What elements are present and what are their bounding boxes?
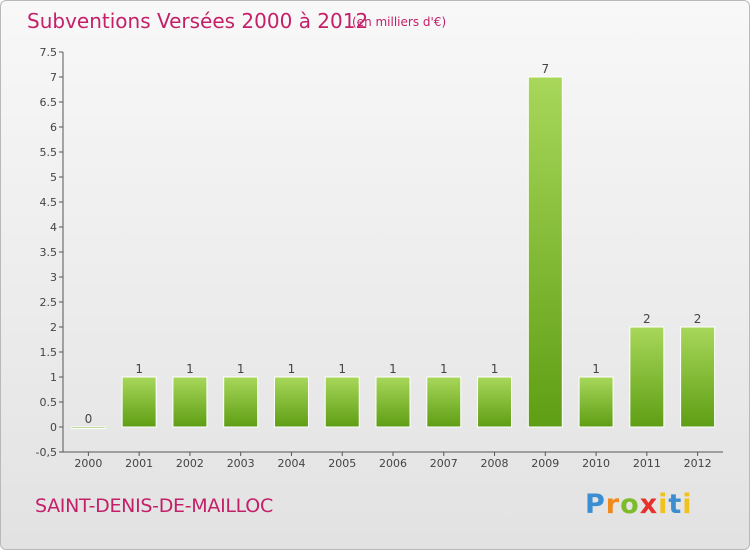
y-tick-label: 1 [50, 371, 57, 384]
y-tick-label: 5 [50, 171, 57, 184]
x-tick-label: 2006 [379, 457, 407, 470]
bar [121, 376, 157, 428]
y-tick-label: 5.5 [40, 146, 58, 159]
bar-value-label: 1 [491, 362, 499, 376]
bar-value-label: 1 [592, 362, 600, 376]
x-tick-label: 2000 [74, 457, 102, 470]
y-tick-label: 3.5 [40, 246, 58, 259]
bar-value-label: 1 [237, 362, 245, 376]
bar [375, 376, 411, 428]
bar-value-label: 2 [694, 312, 702, 326]
y-tick-label: 2 [50, 321, 57, 334]
y-tick-label: 7 [50, 71, 57, 84]
x-tick-label: 2012 [684, 457, 712, 470]
x-tick-label: 2001 [125, 457, 153, 470]
y-tick-label: 6 [50, 121, 57, 134]
y-tick-label: 0.5 [40, 396, 58, 409]
bar [629, 326, 665, 428]
x-tick-label: 2004 [277, 457, 305, 470]
bar-value-label: 1 [338, 362, 346, 376]
bar-value-label: 1 [389, 362, 397, 376]
bar [223, 376, 259, 428]
x-tick-label: 2002 [176, 457, 204, 470]
bar [578, 376, 614, 428]
y-tick-label: 3 [50, 271, 57, 284]
x-tick-label: 2009 [531, 457, 559, 470]
bar-value-label: 1 [440, 362, 448, 376]
bar-value-label: 1 [135, 362, 143, 376]
bar [426, 376, 462, 428]
bar-value-label: 2 [643, 312, 651, 326]
bar-value-label: 0 [85, 412, 93, 426]
bar-value-label: 1 [288, 362, 296, 376]
x-tick-label: 2011 [633, 457, 661, 470]
chart-subtitle: (en milliers d'€) [352, 15, 447, 29]
chart-title: Subventions Versées 2000 à 2012 [27, 9, 369, 33]
x-tick-label: 2007 [430, 457, 458, 470]
bar [527, 76, 563, 428]
y-tick-label: 7.5 [40, 46, 58, 59]
proxiti-logo: Proxiti [585, 489, 693, 520]
y-tick-label: 4 [50, 221, 57, 234]
x-tick-label: 2008 [481, 457, 509, 470]
commune-name: SAINT-DENIS-DE-MAILLOC [35, 495, 273, 517]
x-tick-label: 2003 [227, 457, 255, 470]
y-tick-label: 4.5 [40, 196, 58, 209]
x-tick-label: 2010 [582, 457, 610, 470]
bar [324, 376, 360, 428]
bar-value-label: 7 [541, 62, 549, 76]
bar [172, 376, 208, 428]
bar [70, 426, 106, 429]
bar-value-label: 1 [186, 362, 194, 376]
y-tick-label: -0,5 [36, 446, 57, 459]
y-tick-label: 0 [50, 421, 57, 434]
bar [273, 376, 309, 428]
y-tick-label: 2.5 [40, 296, 58, 309]
bar [477, 376, 513, 428]
y-tick-label: 1.5 [40, 346, 58, 359]
x-tick-label: 2005 [328, 457, 356, 470]
y-tick-label: 6.5 [40, 96, 58, 109]
bar [680, 326, 716, 428]
